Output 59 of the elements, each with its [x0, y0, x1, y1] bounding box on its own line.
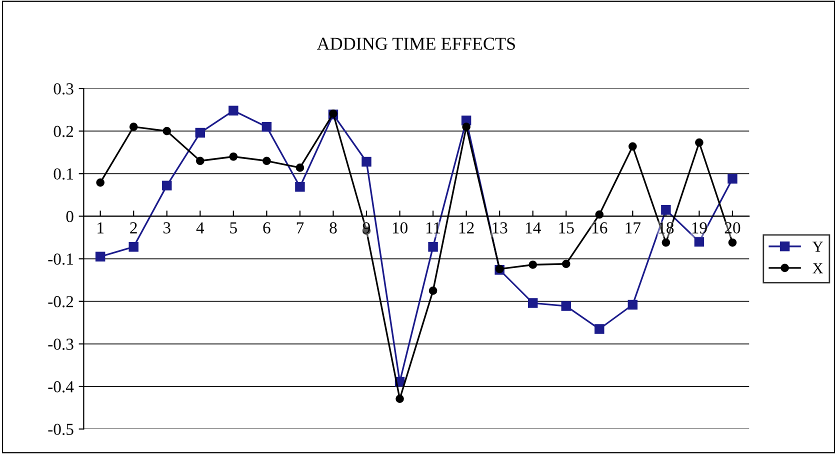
- point: [162, 126, 172, 136]
- point: [129, 122, 138, 132]
- point: [462, 122, 470, 132]
- y-tick-label: 0.3: [54, 83, 74, 95]
- point: [594, 324, 604, 334]
- point: [628, 142, 637, 151]
- point: [262, 122, 272, 132]
- x-tick-label: 2: [130, 222, 137, 234]
- point: [428, 242, 438, 252]
- y-tick-label: 0.2: [54, 126, 74, 138]
- point: [128, 242, 138, 252]
- point: [562, 260, 570, 268]
- y-tick-label: -0.1: [48, 253, 73, 265]
- legend-label: Y: [812, 242, 823, 252]
- point: [362, 156, 372, 167]
- x-tick-label: 8: [330, 222, 337, 234]
- x-tick-label: 17: [626, 222, 641, 234]
- x-tick-label: 14: [526, 222, 541, 234]
- x-tick-label: 6: [263, 222, 270, 234]
- x-tick-label: 4: [196, 222, 204, 234]
- x-tick-label: 16: [592, 222, 608, 234]
- point: [228, 106, 238, 116]
- point: [396, 394, 404, 403]
- point: [96, 178, 105, 187]
- point: [694, 236, 704, 247]
- y-tick-label: 0: [66, 210, 74, 222]
- x-tick-label: 1: [98, 222, 104, 234]
- x-tick-label: 13: [492, 222, 508, 234]
- x-tick-label: 5: [230, 222, 237, 234]
- point: [728, 174, 738, 184]
- y-tick-label: -0.3: [48, 338, 74, 350]
- point: [695, 138, 704, 147]
- point: [528, 260, 538, 269]
- point: [295, 182, 305, 192]
- point: [528, 298, 538, 308]
- point: [95, 252, 106, 262]
- point: [428, 286, 438, 295]
- point: [561, 301, 571, 311]
- x-tick-label: 12: [459, 222, 474, 234]
- x-tick-label: 7: [296, 222, 304, 234]
- x-tick-label: 3: [164, 222, 170, 234]
- legend-label: X: [812, 263, 824, 274]
- point: [661, 204, 671, 215]
- chart-title: ADDING TIME EFFECTS: [316, 38, 515, 50]
- point: [229, 152, 238, 161]
- point: [662, 238, 670, 247]
- x-tick-label: 10: [392, 222, 408, 234]
- point: [296, 164, 304, 172]
- point: [195, 128, 206, 138]
- point: [262, 156, 271, 166]
- y-tick-label: -0.2: [48, 296, 74, 308]
- y-tick-label: 0.1: [54, 168, 73, 180]
- point: [196, 156, 204, 166]
- x-tick-label: 15: [559, 222, 574, 234]
- point: [628, 300, 638, 310]
- y-tick-label: -0.4: [48, 381, 74, 392]
- point: [728, 238, 737, 247]
- point: [162, 180, 172, 190]
- y-tick-label: -0.5: [48, 424, 74, 436]
